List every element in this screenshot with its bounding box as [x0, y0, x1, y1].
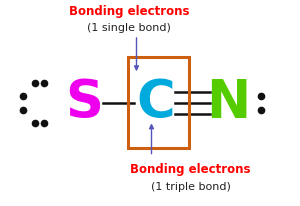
- Text: S: S: [65, 77, 103, 129]
- Text: (1 triple bond): (1 triple bond): [151, 183, 230, 192]
- Text: Bonding electrons: Bonding electrons: [130, 163, 251, 177]
- Text: (1 single bond): (1 single bond): [87, 23, 171, 33]
- Text: C: C: [136, 77, 176, 129]
- Text: Bonding electrons: Bonding electrons: [69, 5, 189, 18]
- Bar: [128, 57, 189, 148]
- Text: N: N: [206, 77, 250, 129]
